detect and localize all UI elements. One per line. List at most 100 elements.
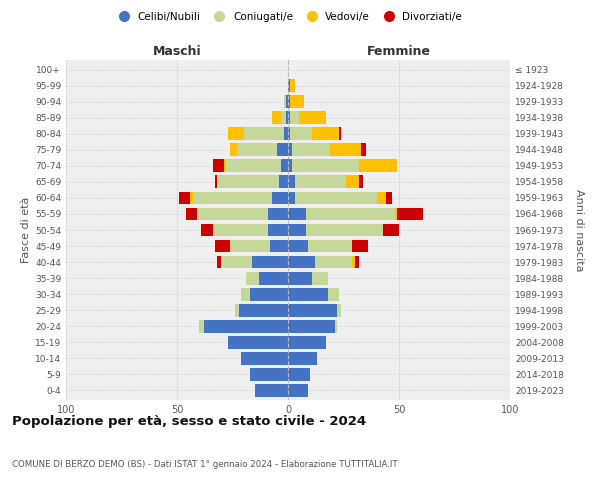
- Bar: [290, 128, 313, 140]
- Bar: [230, 240, 270, 252]
- Bar: [290, 112, 299, 124]
- Bar: [337, 304, 341, 316]
- Bar: [268, 224, 288, 236]
- Bar: [212, 224, 268, 236]
- Bar: [288, 128, 290, 140]
- Bar: [241, 288, 250, 300]
- Bar: [288, 224, 306, 236]
- Bar: [224, 160, 226, 172]
- Bar: [279, 176, 288, 188]
- Bar: [290, 79, 295, 92]
- Bar: [339, 128, 341, 140]
- Bar: [288, 79, 290, 92]
- Bar: [284, 128, 288, 140]
- Bar: [215, 176, 217, 188]
- Bar: [250, 288, 288, 300]
- Bar: [288, 368, 310, 381]
- Bar: [193, 192, 272, 204]
- Bar: [288, 320, 335, 332]
- Bar: [308, 240, 352, 252]
- Bar: [203, 320, 288, 332]
- Bar: [235, 304, 239, 316]
- Bar: [197, 208, 268, 220]
- Bar: [253, 256, 288, 268]
- Y-axis label: Anni di nascita: Anni di nascita: [574, 188, 584, 271]
- Bar: [199, 320, 203, 332]
- Bar: [215, 240, 230, 252]
- Bar: [212, 160, 224, 172]
- Bar: [239, 304, 288, 316]
- Bar: [226, 160, 281, 172]
- Bar: [361, 144, 366, 156]
- Bar: [352, 256, 355, 268]
- Bar: [292, 160, 359, 172]
- Bar: [246, 272, 259, 284]
- Bar: [397, 208, 424, 220]
- Text: Popolazione per età, sesso e stato civile - 2024: Popolazione per età, sesso e stato civil…: [12, 415, 366, 428]
- Bar: [359, 176, 364, 188]
- Y-axis label: Fasce di età: Fasce di età: [21, 197, 31, 263]
- Bar: [259, 272, 288, 284]
- Bar: [270, 240, 288, 252]
- Bar: [230, 144, 237, 156]
- Bar: [288, 176, 295, 188]
- Bar: [288, 336, 326, 348]
- Bar: [272, 112, 281, 124]
- Bar: [288, 304, 337, 316]
- Bar: [328, 288, 339, 300]
- Bar: [241, 352, 288, 364]
- Bar: [288, 96, 290, 108]
- Bar: [330, 144, 361, 156]
- Bar: [286, 96, 288, 108]
- Bar: [254, 384, 288, 397]
- Bar: [288, 272, 313, 284]
- Bar: [346, 176, 359, 188]
- Bar: [386, 192, 392, 204]
- Bar: [217, 256, 221, 268]
- Bar: [288, 256, 314, 268]
- Bar: [314, 256, 352, 268]
- Bar: [335, 320, 337, 332]
- Bar: [284, 96, 286, 108]
- Bar: [306, 224, 383, 236]
- Bar: [277, 144, 288, 156]
- Bar: [288, 112, 290, 124]
- Text: Femmine: Femmine: [367, 44, 431, 58]
- Bar: [288, 384, 308, 397]
- Bar: [281, 112, 286, 124]
- Bar: [395, 208, 397, 220]
- Bar: [244, 128, 284, 140]
- Bar: [383, 224, 399, 236]
- Text: Maschi: Maschi: [152, 44, 202, 58]
- Bar: [186, 208, 197, 220]
- Bar: [352, 240, 368, 252]
- Bar: [288, 240, 308, 252]
- Bar: [228, 128, 244, 140]
- Bar: [281, 160, 288, 172]
- Bar: [288, 288, 328, 300]
- Bar: [295, 192, 377, 204]
- Bar: [272, 192, 288, 204]
- Bar: [228, 336, 288, 348]
- Legend: Celibi/Nubili, Coniugati/e, Vedovi/e, Divorziati/e: Celibi/Nubili, Coniugati/e, Vedovi/e, Di…: [110, 8, 466, 26]
- Bar: [190, 192, 193, 204]
- Bar: [288, 192, 295, 204]
- Bar: [286, 112, 288, 124]
- Bar: [290, 96, 304, 108]
- Bar: [202, 224, 212, 236]
- Bar: [299, 112, 326, 124]
- Bar: [295, 176, 346, 188]
- Bar: [288, 352, 317, 364]
- Bar: [179, 192, 190, 204]
- Bar: [313, 128, 339, 140]
- Bar: [237, 144, 277, 156]
- Bar: [306, 208, 395, 220]
- Bar: [359, 160, 397, 172]
- Bar: [355, 256, 359, 268]
- Bar: [288, 144, 292, 156]
- Bar: [377, 192, 386, 204]
- Bar: [250, 368, 288, 381]
- Bar: [217, 176, 279, 188]
- Bar: [288, 160, 292, 172]
- Bar: [288, 208, 306, 220]
